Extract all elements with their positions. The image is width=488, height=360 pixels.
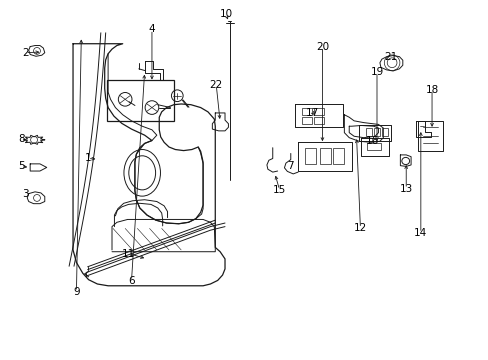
Text: 16: 16 — [365, 136, 378, 146]
Text: 12: 12 — [353, 224, 366, 233]
Text: 4: 4 — [148, 24, 155, 35]
Text: 13: 13 — [399, 184, 412, 194]
Text: 8: 8 — [18, 134, 25, 144]
Text: 11: 11 — [122, 248, 135, 258]
Text: 18: 18 — [425, 85, 438, 95]
Text: 3: 3 — [22, 189, 29, 199]
Text: 17: 17 — [305, 108, 319, 118]
Text: 5: 5 — [18, 161, 25, 171]
Text: 1: 1 — [84, 153, 91, 163]
Text: 19: 19 — [369, 67, 383, 77]
Text: 14: 14 — [413, 228, 427, 238]
Text: 15: 15 — [272, 185, 285, 195]
Text: 10: 10 — [219, 9, 232, 19]
Text: 6: 6 — [128, 276, 135, 286]
Text: 9: 9 — [73, 287, 80, 297]
Text: 7: 7 — [287, 161, 293, 171]
Text: 2: 2 — [22, 48, 29, 58]
Text: 20: 20 — [315, 42, 328, 51]
Text: 22: 22 — [209, 80, 223, 90]
Text: 21: 21 — [383, 52, 396, 62]
